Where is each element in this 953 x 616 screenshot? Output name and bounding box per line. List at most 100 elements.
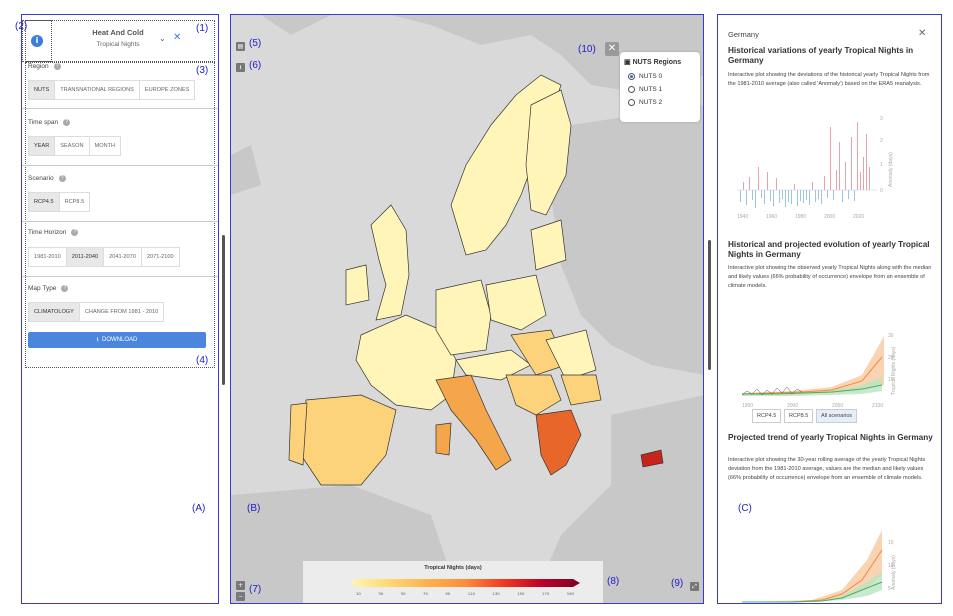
- annotation-10: (10): [578, 44, 596, 55]
- map-view[interactable]: ▤ ⭳ + − ⤢ ✕ ▣ NUTS Regions NUTS 0 NUTS 1…: [230, 14, 704, 604]
- region-finland[interactable]: [525, 89, 572, 216]
- y-tick: 20: [888, 355, 894, 361]
- region-bulgaria[interactable]: [560, 374, 602, 406]
- region-poland[interactable]: [485, 274, 547, 331]
- divider: [22, 165, 218, 166]
- time-horizon-option-2041-2070[interactable]: 2041-2070: [104, 248, 142, 266]
- scenario-button-all[interactable]: All scenarios: [816, 409, 858, 423]
- time-span-option-season[interactable]: SEASON: [55, 137, 90, 155]
- nuts-1-radio[interactable]: NUTS 1: [628, 86, 662, 93]
- map-type-option-climatology[interactable]: CLIMATOLOGY: [29, 303, 80, 321]
- y-tick: 0: [880, 188, 883, 194]
- section1-title: Historical variations of yearly Tropical…: [728, 46, 914, 65]
- layers-icon[interactable]: ▤: [236, 42, 245, 51]
- section1-text: Interactive plot showing the deviations …: [728, 72, 930, 87]
- help-icon[interactable]: ?: [61, 285, 69, 292]
- time-horizon-option-1981-2010[interactable]: 1981-2010: [29, 248, 67, 266]
- theme-header-box: [25, 20, 215, 62]
- scenario-label: Scenario?: [28, 175, 66, 182]
- time-span-option-year[interactable]: YEAR: [29, 137, 56, 155]
- iceland-land: [231, 145, 261, 195]
- region-uk[interactable]: [370, 204, 410, 321]
- nuts-0-radio[interactable]: NUTS 0: [628, 73, 662, 80]
- region-greece[interactable]: [535, 409, 582, 476]
- nuts-2-radio[interactable]: NUTS 2: [628, 99, 662, 106]
- close-legend-button[interactable]: ✕: [605, 42, 619, 56]
- region-germany[interactable]: [435, 279, 492, 356]
- region-alpine[interactable]: [455, 349, 532, 381]
- info-icon[interactable]: i: [31, 35, 43, 47]
- zoom-out-button[interactable]: −: [236, 592, 245, 601]
- annotation-6: (6): [249, 60, 262, 71]
- region-ireland[interactable]: [345, 264, 370, 306]
- legend-colorbar: [350, 579, 580, 587]
- fullscreen-icon[interactable]: ⤢: [690, 582, 699, 591]
- scenario-button-rcp45[interactable]: RCP4.5: [752, 409, 782, 423]
- close-icon[interactable]: ✕: [173, 32, 182, 43]
- y-tick: 10: [888, 377, 894, 383]
- time-horizon-option-2071-2100[interactable]: 2071-2100: [146, 254, 174, 260]
- y-tick: 30: [888, 333, 894, 339]
- region-spain[interactable]: [300, 394, 397, 486]
- region-cyprus[interactable]: [640, 449, 664, 468]
- section2-text: Interactive plot showing the observed ye…: [728, 265, 932, 289]
- map-type-option-change[interactable]: CHANGE FROM 1981 - 2010: [84, 309, 159, 315]
- region-france[interactable]: [355, 314, 457, 411]
- annotation-8: (8): [607, 576, 620, 587]
- help-icon[interactable]: ?: [71, 229, 79, 236]
- time-horizon-selector: 1981-2010 2011-2040 2041-2070 2071-2100: [28, 247, 180, 267]
- region-romania[interactable]: [545, 329, 597, 381]
- nuts-regions-title: ▣ NUTS Regions: [624, 59, 682, 66]
- x-tick: 2050: [832, 403, 843, 409]
- region-option-europe-zones[interactable]: EUROPE ZONES: [144, 87, 190, 93]
- map-type-label: Map Type?: [28, 285, 69, 292]
- scenario-option-rcp85[interactable]: RCP8.5: [64, 199, 85, 205]
- rcp45-median: [742, 384, 883, 395]
- annotation-C: (C): [738, 503, 752, 514]
- left-panel-resize-handle[interactable]: [222, 235, 225, 385]
- left-panel: i Heat And Cold Tropical Nights ⌄ ✕ Regi…: [15, 14, 219, 604]
- time-horizon-label: Time Horizon?: [28, 229, 79, 236]
- region-baltics[interactable]: [530, 219, 567, 271]
- region-balkans[interactable]: [505, 374, 562, 416]
- y-tick: 15: [888, 540, 894, 546]
- y-axis-label: Tropical Nights (days): [891, 346, 897, 395]
- scenario-selector: RCP4.5 RCP8.5: [28, 192, 91, 212]
- chevron-down-icon[interactable]: ⌄: [159, 34, 166, 43]
- observed-line: [741, 386, 803, 396]
- x-tick: 2000: [787, 403, 798, 409]
- region-sardinia[interactable]: [435, 422, 452, 456]
- annotation-4: (4): [196, 355, 209, 366]
- help-icon[interactable]: ?: [53, 63, 61, 70]
- help-icon[interactable]: ?: [58, 175, 66, 182]
- time-horizon-option-2011-2040[interactable]: 2011-2040: [66, 248, 105, 266]
- download-icon: ⭳: [96, 337, 99, 343]
- divider: [22, 108, 218, 109]
- time-span-option-month[interactable]: MONTH: [94, 143, 116, 149]
- trend-chart[interactable]: 15 10 5 Anomaly (days): [732, 520, 897, 604]
- zoom-in-button[interactable]: +: [236, 581, 245, 590]
- right-panel-resize-handle[interactable]: [708, 240, 711, 370]
- divider: [22, 221, 218, 222]
- download-button[interactable]: ⭳ DOWNLOAD: [28, 332, 206, 348]
- middle-east-land: [531, 395, 703, 603]
- help-icon[interactable]: ?: [63, 119, 71, 126]
- rcp85-median: [741, 356, 883, 395]
- anomaly-bar-chart[interactable]: 1940 1960 1980 2000 2020 3 2 1 0 Anomaly…: [732, 112, 897, 222]
- y-tick: 1: [880, 162, 883, 168]
- close-icon[interactable]: ✕: [918, 28, 927, 39]
- x-tick: 2000: [824, 214, 835, 220]
- region-option-nuts[interactable]: NUTS: [29, 81, 56, 99]
- x-tick: 1940: [737, 214, 748, 220]
- scenario-option-rcp45[interactable]: RCP4.5: [29, 193, 60, 211]
- evolution-chart[interactable]: 1950 2000 2050 2100 30 20 10 Tropical Ni…: [732, 315, 897, 410]
- region-option-transnational[interactable]: TRANSNATIONAL REGIONS: [55, 81, 140, 99]
- annotation-A: (A): [192, 503, 206, 514]
- time-span-selector: YEAR SEASON MONTH: [28, 136, 122, 156]
- region-portugal[interactable]: [288, 402, 308, 466]
- download-map-icon[interactable]: ⭳: [236, 63, 245, 72]
- country-name: Germany: [728, 30, 759, 39]
- divider: [22, 276, 218, 277]
- region-italy[interactable]: [435, 374, 512, 471]
- scenario-button-rcp85[interactable]: RCP8.5: [784, 409, 814, 423]
